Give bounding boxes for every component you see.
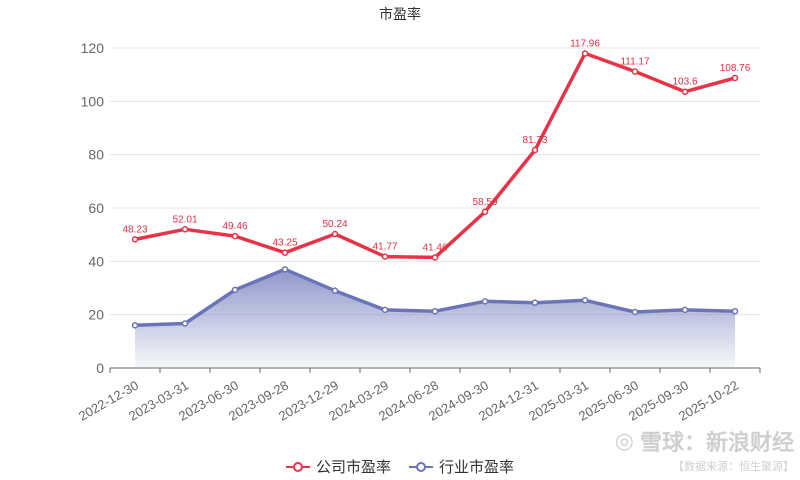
data-label: 41.46	[422, 242, 447, 253]
data-label: 50.24	[322, 219, 347, 230]
watermark-main: ◎ 雪球：新浪财经	[615, 425, 794, 457]
y-tick-label: 0	[96, 360, 104, 376]
data-label: 43.25	[272, 238, 297, 249]
y-tick-label: 40	[88, 253, 104, 269]
y-tick-label: 60	[88, 200, 104, 216]
data-label: 117.96	[570, 38, 600, 49]
y-tick-label: 120	[81, 40, 105, 56]
legend-item-industry[interactable]: 行业市盈率	[409, 456, 514, 477]
data-point	[381, 306, 389, 314]
data-label: 103.6	[672, 77, 697, 88]
watermark-text: 雪球：新浪财经	[639, 430, 794, 455]
data-label: 52.01	[172, 214, 197, 225]
chart-title: 市盈率	[379, 6, 421, 22]
data-label: 48.23	[122, 224, 147, 235]
data-point	[731, 307, 739, 315]
data-point	[331, 287, 339, 294]
legend-label-industry: 行业市盈率	[439, 459, 515, 476]
data-label: 49.46	[222, 221, 247, 232]
data-point	[131, 322, 139, 329]
data-point	[431, 307, 439, 315]
data-point	[731, 74, 739, 82]
data-point	[381, 253, 389, 260]
data-point	[631, 308, 639, 316]
data-point	[231, 286, 239, 294]
legend-line-marker	[285, 461, 310, 473]
chart-legend: 公司市盈率 行业市盈率	[0, 456, 800, 477]
watermark: ◎ 雪球：新浪财经 【数据来源：恒生聚源】	[615, 425, 794, 474]
data-point	[131, 236, 139, 243]
data-point	[481, 298, 489, 305]
data-point	[331, 230, 339, 238]
data-point	[681, 306, 689, 314]
data-point	[181, 226, 189, 233]
data-label: 41.77	[372, 242, 397, 253]
data-point	[581, 297, 589, 304]
data-point	[531, 299, 539, 306]
series-area-1	[135, 269, 735, 368]
y-tick-label: 80	[88, 147, 104, 163]
data-label: 81.73	[522, 135, 547, 146]
data-point	[281, 249, 289, 256]
legend-label-company: 公司市盈率	[315, 459, 391, 476]
data-point	[631, 68, 639, 75]
y-tick-label: 20	[88, 307, 104, 323]
data-label: 58.59	[472, 197, 497, 208]
snowball-logo-icon: ◎	[614, 428, 634, 453]
data-point	[531, 146, 539, 154]
legend-line-marker	[409, 461, 433, 473]
y-tick-label: 100	[81, 93, 105, 109]
data-point	[281, 266, 289, 273]
data-point	[231, 232, 239, 240]
legend-item-company[interactable]: 公司市盈率	[285, 456, 391, 477]
data-label: 111.17	[620, 57, 650, 68]
data-point	[431, 254, 439, 261]
data-point	[681, 88, 689, 95]
data-point	[181, 320, 189, 327]
data-point	[581, 50, 589, 57]
watermark-source: 【数据来源：恒生聚源】	[673, 461, 794, 473]
data-label: 108.76	[720, 63, 751, 74]
data-point	[481, 208, 489, 216]
